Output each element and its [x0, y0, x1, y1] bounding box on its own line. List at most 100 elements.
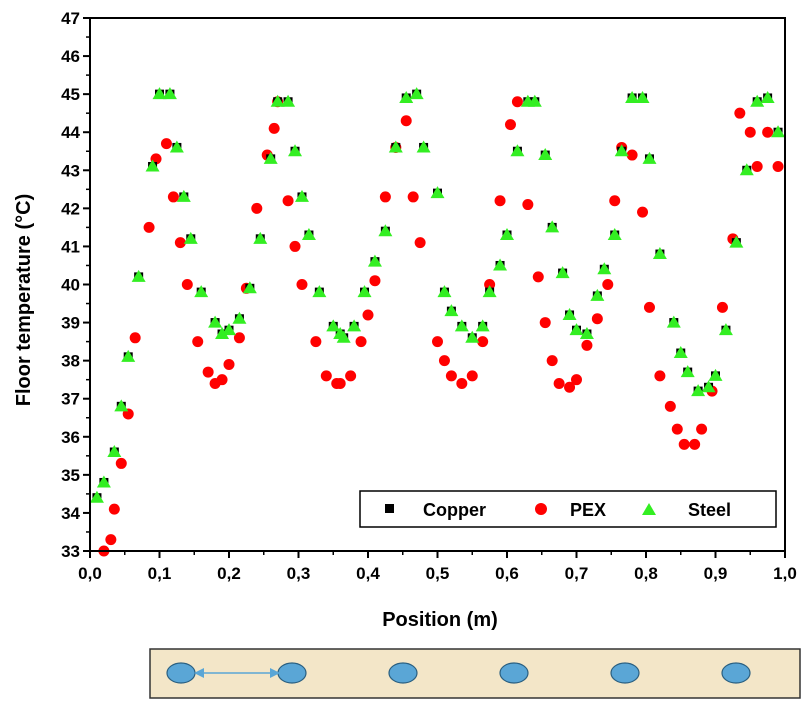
pipe — [166, 662, 196, 684]
point-pex — [678, 438, 690, 450]
point-pex — [400, 115, 412, 127]
x-tick-label: 0,0 — [78, 564, 102, 583]
legend-marker-pex — [535, 503, 547, 515]
spacing-arrow-head-left — [194, 668, 204, 678]
point-pex — [564, 381, 576, 393]
point-pex — [772, 160, 784, 172]
x-tick-label: 0,7 — [565, 564, 589, 583]
point-pex — [143, 221, 155, 233]
point-steel — [281, 94, 296, 107]
point-steel — [270, 94, 285, 107]
y-tick-label: 39 — [61, 314, 80, 333]
point-steel — [378, 224, 393, 237]
point-steel — [312, 285, 327, 298]
x-tick-label: 0,5 — [426, 564, 450, 583]
point-steel — [96, 475, 111, 488]
point-steel — [527, 94, 542, 107]
x-tick-label: 1,0 — [773, 564, 797, 583]
point-pex — [355, 336, 367, 348]
point-steel — [680, 365, 695, 378]
legend-marker-copper — [385, 504, 394, 513]
point-pex — [160, 138, 172, 150]
point-pex — [522, 199, 534, 211]
point-pex — [581, 339, 593, 351]
pipe-spacing-arrow — [194, 668, 280, 678]
point-steel — [288, 144, 303, 157]
point-steel — [107, 445, 122, 458]
x-tick-label: 0,1 — [148, 564, 172, 583]
point-steel — [208, 315, 223, 328]
point-pex — [282, 195, 294, 207]
y-tick-label: 41 — [61, 237, 80, 256]
point-pex — [115, 457, 127, 469]
spacing-arrow-head-right — [270, 668, 280, 678]
point-pex — [532, 271, 544, 283]
pipe — [388, 662, 418, 684]
x-axis-ticks: 0,0 0,1 0,2 0,3 0,4 0,5 0,6 0,7 0,8 0,9 1,0 — [78, 551, 797, 583]
point-steel — [771, 125, 786, 138]
point-pex — [251, 202, 263, 214]
point-pex — [445, 370, 457, 382]
plot-frame — [89, 17, 786, 552]
legend-label-copper: Copper — [423, 500, 486, 520]
point-steel — [538, 148, 553, 161]
y-axis-label: Floor temperature (°C) — [13, 194, 35, 406]
point-steel — [263, 151, 278, 164]
point-pex — [696, 423, 708, 435]
x-tick-label: 0,3 — [287, 564, 311, 583]
point-pex — [466, 370, 478, 382]
x-tick-label: 0,8 — [634, 564, 658, 583]
point-pex — [438, 355, 450, 367]
point-pex — [369, 275, 381, 287]
x-axis-label: Position (m) — [382, 609, 498, 631]
pipe — [277, 662, 307, 684]
y-tick-label: 47 — [61, 9, 80, 28]
point-pex — [539, 317, 551, 329]
point-steel — [569, 323, 584, 336]
point-steel — [691, 384, 706, 397]
point-steel — [708, 368, 723, 381]
x-tick-label: 0,9 — [704, 564, 728, 583]
point-steel — [475, 319, 490, 332]
point-pex — [762, 126, 774, 138]
point-pex — [334, 377, 346, 389]
point-steel — [437, 285, 452, 298]
point-steel — [145, 159, 160, 172]
point-pex — [174, 237, 186, 249]
y-tick-label: 37 — [61, 390, 80, 409]
point-pex — [654, 370, 666, 382]
point-steel — [416, 140, 431, 153]
y-tick-label: 36 — [61, 428, 80, 447]
point-pex — [643, 301, 655, 313]
point-steel — [131, 269, 146, 282]
point-steel — [673, 346, 688, 359]
point-steel — [590, 288, 605, 301]
point-pex — [716, 301, 728, 313]
y-tick-label: 46 — [61, 47, 80, 66]
point-steel — [399, 90, 414, 103]
point-pex — [626, 149, 638, 161]
point-steel — [347, 319, 362, 332]
point-steel — [183, 231, 198, 244]
point-steel — [232, 311, 247, 324]
point-steel — [760, 90, 775, 103]
point-pex — [546, 355, 558, 367]
point-steel — [294, 189, 309, 202]
point-pex — [167, 191, 179, 203]
y-tick-label: 45 — [61, 85, 80, 104]
point-steel — [500, 228, 514, 241]
point-steel — [579, 326, 594, 339]
point-steel — [430, 186, 445, 199]
point-steel — [750, 94, 765, 107]
point-pex — [751, 160, 763, 172]
legend-label-pex: PEX — [570, 500, 606, 520]
point-steel — [607, 228, 622, 241]
point-pex — [591, 313, 603, 325]
pipe-cross-section — [149, 648, 801, 699]
legend-marker-steel — [642, 503, 656, 515]
point-steel — [336, 330, 351, 343]
point-pex — [494, 195, 506, 207]
point-pex — [407, 191, 419, 203]
point-steel — [465, 330, 480, 343]
y-tick-label: 38 — [61, 352, 80, 371]
